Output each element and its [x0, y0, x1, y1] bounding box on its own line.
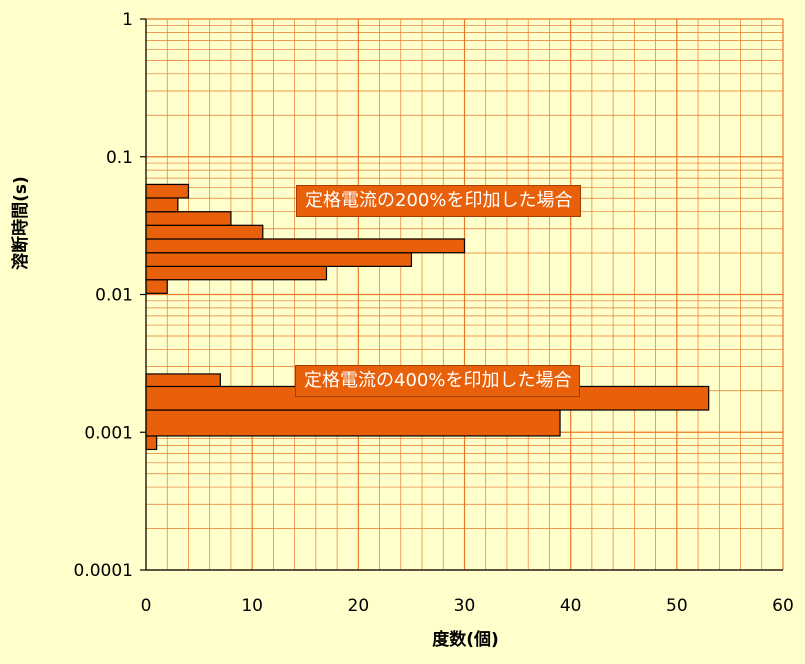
histogram-bar — [145, 197, 179, 213]
y-axis-label: 溶断時間(s) — [11, 176, 31, 270]
chart-grid — [145, 18, 784, 571]
y-tick-label: 0.0001 — [74, 561, 133, 581]
histogram-bar — [145, 183, 190, 199]
histogram-bar — [145, 211, 232, 226]
histogram-bar — [145, 435, 158, 451]
x-tick-label: 60 — [772, 596, 794, 616]
histogram-bar — [145, 224, 264, 240]
x-tick-label: 0 — [141, 596, 152, 616]
x-axis-label: 度数(個) — [432, 630, 499, 650]
histogram-bar — [145, 265, 328, 281]
histogram-bar — [145, 238, 466, 254]
y-tick-label: 0.01 — [95, 286, 133, 306]
y-tick-label: 0.001 — [84, 423, 133, 443]
x-tick-label: 10 — [241, 596, 263, 616]
y-tick-label: 0.1 — [106, 148, 133, 168]
histogram-bar — [145, 373, 221, 388]
histogram-bar — [145, 279, 168, 294]
annotation-400-percent: 定格電流の400%を印加した場合 — [295, 365, 581, 397]
x-tick-label: 40 — [560, 596, 582, 616]
histogram-bar — [145, 409, 561, 437]
histogram-bar — [145, 252, 413, 267]
annotation-200-percent: 定格電流の200%を印加した場合 — [296, 185, 582, 217]
chart-bars — [145, 183, 710, 451]
y-tick-label: 1 — [122, 10, 133, 30]
x-tick-label: 30 — [454, 596, 476, 616]
x-tick-label: 20 — [348, 596, 370, 616]
x-tick-label: 50 — [666, 596, 688, 616]
chart-axes — [140, 18, 783, 571]
